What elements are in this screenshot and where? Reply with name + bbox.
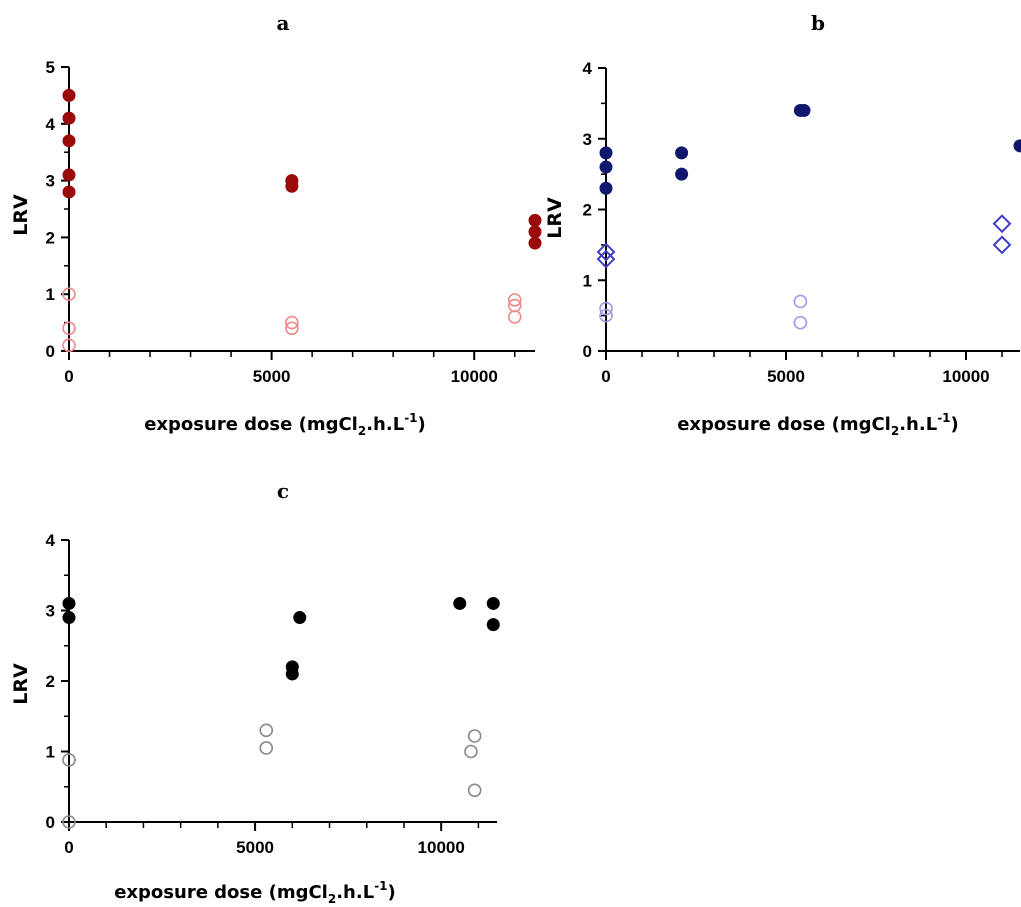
x-axis-label-tail: ): [951, 414, 959, 435]
data-point-filled: [797, 103, 811, 117]
y-tick-label: 5: [46, 58, 55, 77]
x-axis-label-sub: 2: [891, 424, 899, 438]
x-tick-label: 10000: [942, 367, 989, 386]
x-tick-label: 5000: [253, 367, 291, 386]
data-point-open: [599, 308, 613, 323]
x-axis-label-sup: -1: [374, 879, 387, 893]
data-point-open: [285, 315, 299, 330]
y-tick-label: 2: [46, 672, 55, 691]
data-point-diamond: [596, 249, 616, 269]
x-axis-label-mid: .h.L: [336, 882, 374, 903]
data-point-open: [507, 293, 522, 307]
data-point-filled: [675, 167, 689, 181]
x-tick-label: 5000: [236, 838, 274, 857]
y-tick-label: 1: [46, 285, 55, 304]
data-point-filled: [675, 146, 689, 160]
data-point-diamond: [596, 242, 616, 262]
y-tick-label: 0: [46, 813, 55, 832]
data-point-open: [259, 741, 274, 755]
data-point-filled: [285, 179, 299, 193]
x-axis-label: exposure dose (mgCl2.h.L-1): [677, 411, 959, 438]
data-point-open: [467, 729, 482, 743]
data-point-open: [62, 753, 76, 767]
data-point-filled: [599, 160, 613, 174]
x-tick-label: 10000: [418, 838, 465, 857]
data-point-filled: [293, 611, 307, 625]
panel-title: a: [277, 11, 290, 35]
y-tick-label: 3: [583, 130, 592, 149]
data-point-open: [507, 310, 522, 324]
x-tick-label: 0: [601, 367, 610, 386]
data-point-open: [793, 294, 808, 309]
x-axis-label-main: exposure dose (mgCl: [677, 414, 891, 435]
data-point-open: [62, 287, 76, 302]
data-point-filled: [486, 596, 500, 610]
panel-title: b: [811, 11, 825, 35]
data-point-open: [285, 321, 299, 336]
data-point-filled: [486, 618, 500, 632]
x-axis-label-mid: .h.L: [899, 414, 937, 435]
x-tick-label: 0: [64, 367, 73, 386]
data-point-filled: [62, 185, 76, 199]
data-point-filled: [528, 236, 542, 250]
y-axis-label: LRV: [10, 663, 32, 705]
data-point-diamond: [992, 235, 1012, 255]
y-tick-label: 4: [46, 115, 56, 134]
x-axis-label: exposure dose (mgCl2.h.L-1): [144, 411, 426, 438]
y-tick-label: 0: [583, 342, 592, 361]
y-tick-label: 1: [583, 271, 592, 290]
y-axis-label: LRV: [544, 197, 566, 239]
x-tick-label: 5000: [767, 367, 805, 386]
x-tick-label: 10000: [451, 367, 498, 386]
x-axis-label-sub: 2: [328, 892, 336, 906]
x-axis-label-main: exposure dose (mgCl: [114, 882, 328, 903]
data-point-filled: [62, 88, 76, 102]
x-axis-label-sup: -1: [937, 411, 950, 425]
data-point-filled: [599, 146, 613, 160]
x-axis-label-mid: .h.L: [366, 414, 404, 435]
data-point-open: [62, 321, 76, 336]
data-point-open: [793, 315, 808, 330]
data-point-filled: [528, 213, 542, 227]
data-point-diamond: [992, 214, 1012, 234]
data-point-filled: [528, 225, 542, 239]
data-point-filled: [62, 134, 76, 148]
data-point-open: [467, 783, 482, 798]
y-tick-label: 2: [46, 228, 55, 247]
y-axis-label: LRV: [10, 194, 32, 236]
y-tick-label: 2: [583, 201, 592, 220]
data-point-filled: [62, 111, 76, 125]
data-point-open: [62, 815, 76, 829]
data-point-filled: [285, 667, 299, 681]
data-point-open: [599, 301, 613, 316]
data-point-filled: [1013, 139, 1021, 153]
y-tick-label: 4: [46, 531, 56, 550]
data-point-open: [259, 723, 274, 738]
data-point-filled: [453, 596, 467, 610]
panel-title: c: [277, 479, 289, 503]
data-point-filled: [599, 181, 613, 195]
y-tick-label: 3: [46, 602, 55, 621]
y-tick-label: 4: [583, 59, 593, 78]
x-axis-label-main: exposure dose (mgCl: [144, 414, 358, 435]
x-axis-label-sub: 2: [358, 424, 366, 438]
y-tick-label: 3: [46, 172, 55, 191]
x-axis-label-sup: -1: [404, 411, 417, 425]
data-point-filled: [62, 611, 76, 625]
x-tick-label: 0: [64, 838, 73, 857]
data-point-open: [62, 338, 76, 353]
y-tick-label: 1: [46, 743, 55, 762]
y-tick-label: 0: [46, 342, 55, 361]
x-axis-label-tail: ): [388, 882, 396, 903]
data-point-open: [464, 744, 478, 759]
data-point-filled: [62, 168, 76, 182]
data-point-filled: [62, 596, 76, 610]
x-axis-label: exposure dose (mgCl2.h.L-1): [114, 879, 396, 906]
x-axis-label-tail: ): [418, 414, 426, 435]
